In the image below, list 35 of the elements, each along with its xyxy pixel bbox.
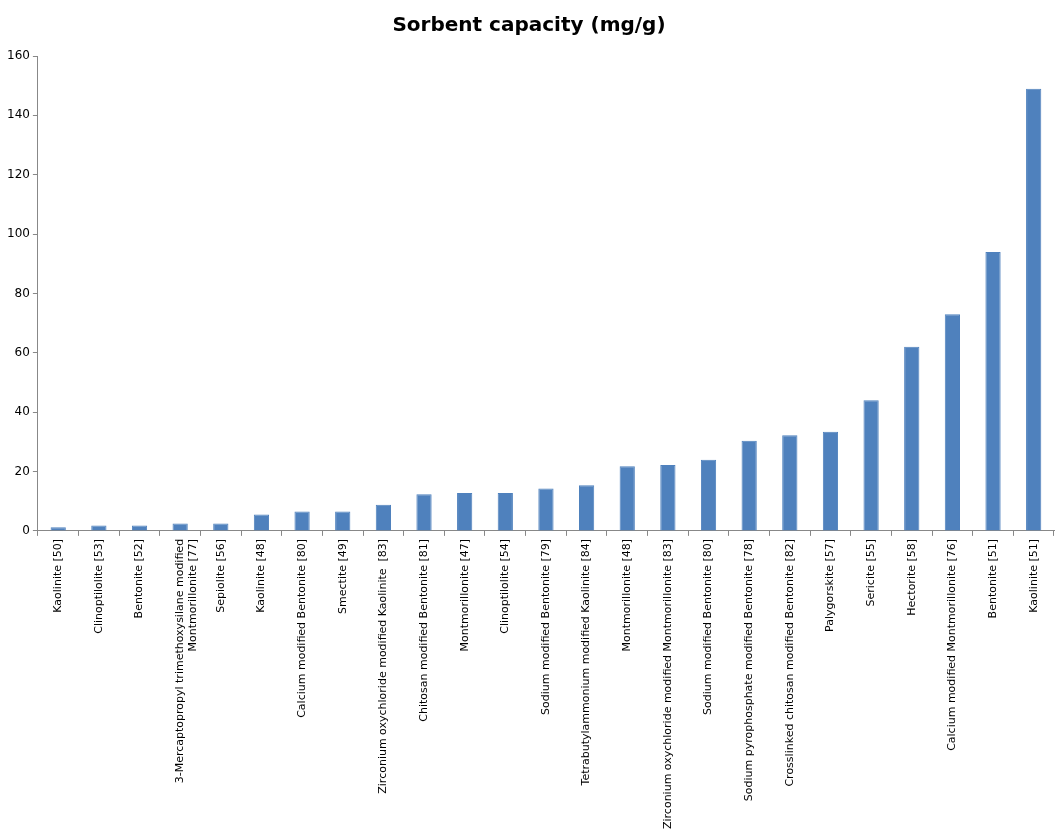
- y-tick-label: 160: [7, 48, 30, 63]
- y-tick-label: 40: [14, 404, 30, 419]
- x-tick-label: Kaolinite [48]: [254, 538, 268, 613]
- x-tick-label: Zirconium oxychloride modified Kaolinite [83]: [376, 538, 390, 794]
- x-tick-label: Tetrabutylammonium modified Kaolinite [84]: [579, 538, 593, 787]
- x-tick-label: Chitosan modified Bentonite [81]: [416, 538, 430, 722]
- y-tick-label: 80: [14, 285, 30, 300]
- y-tick-label: 100: [7, 226, 30, 241]
- x-tick-label: Clinoptilolite [54]: [498, 538, 512, 634]
- x-tick-label: 3-Mercaptopropyl trimethoxysilane modified Montmorillonite [77]: [173, 538, 200, 784]
- y-tick-label: 20: [14, 463, 30, 478]
- x-tick-label: Montmorillonite [48]: [620, 538, 634, 652]
- y-tick-label: 140: [7, 107, 30, 122]
- x-tick-label: Smectite [49]: [335, 538, 349, 614]
- x-tick-label: Sodium pyrophosphate modified Bentonite [78]: [742, 538, 756, 802]
- x-tick-label: Kaolinite [50]: [51, 538, 65, 613]
- chart-title: Sorbent capacity (mg/g): [392, 12, 666, 37]
- x-tick-label: Hectorite [58]: [904, 538, 918, 616]
- x-tick-label: Bentonite [52]: [132, 538, 146, 619]
- y-tick-label: 60: [14, 344, 30, 359]
- x-tick-label: Crosslinked chitosan modified Bentonite [82]: [782, 538, 796, 787]
- x-tick-label: Sepiolite [56]: [213, 538, 227, 613]
- x-tick-label: Calcium modified Bentonite [80]: [294, 538, 308, 718]
- y-tick-label: 0: [22, 523, 30, 538]
- x-tick-label: Palygorskite [57]: [823, 538, 837, 632]
- x-tick-label: Kaolinite [51]: [1026, 538, 1040, 613]
- x-tick-label: Clinoptilolite [53]: [91, 538, 105, 634]
- x-tick-label: Sericite [55]: [863, 538, 877, 607]
- x-tick-label: Bentonite [51]: [985, 538, 999, 619]
- x-tick-label: Sodium modified Bentonite [79]: [538, 538, 552, 715]
- x-tick-label: Zirconium oxychloride modified Montmorillonite [83]: [660, 538, 674, 830]
- y-tick-label: 120: [7, 166, 30, 181]
- x-tick-label: Calcium modified Montmorillonite [76]: [945, 538, 959, 751]
- x-tick-label: Sodium modified Bentonite [80]: [701, 538, 715, 715]
- x-tick-label: Montmorillonite [47]: [457, 538, 471, 652]
